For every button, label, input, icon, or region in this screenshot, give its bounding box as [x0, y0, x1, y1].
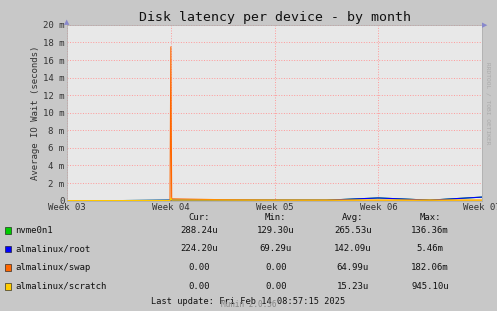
Y-axis label: Average IO Wait (seconds): Average IO Wait (seconds): [31, 45, 40, 180]
Text: nvme0n1: nvme0n1: [15, 226, 53, 235]
Text: 15.23u: 15.23u: [337, 282, 369, 291]
Text: 129.30u: 129.30u: [257, 226, 295, 235]
Text: ▲: ▲: [65, 19, 70, 25]
Text: 288.24u: 288.24u: [180, 226, 218, 235]
Text: 0.00: 0.00: [188, 263, 210, 272]
Text: 0.00: 0.00: [265, 282, 287, 291]
Text: 182.06m: 182.06m: [411, 263, 449, 272]
Text: 69.29u: 69.29u: [260, 244, 292, 253]
Text: ▶: ▶: [482, 22, 488, 28]
Text: RRDTOOL / TOBI OETIKER: RRDTOOL / TOBI OETIKER: [486, 62, 491, 145]
Text: almalinux/swap: almalinux/swap: [15, 263, 90, 272]
Text: 265.53u: 265.53u: [334, 226, 372, 235]
Text: 142.09u: 142.09u: [334, 244, 372, 253]
Text: Avg:: Avg:: [342, 213, 364, 222]
Text: Max:: Max:: [419, 213, 441, 222]
Text: almalinux/scratch: almalinux/scratch: [15, 282, 107, 291]
Title: Disk latency per device - by month: Disk latency per device - by month: [139, 11, 411, 24]
Text: 64.99u: 64.99u: [337, 263, 369, 272]
Text: 136.36m: 136.36m: [411, 226, 449, 235]
Text: almalinux/root: almalinux/root: [15, 244, 90, 253]
Text: 945.10u: 945.10u: [411, 282, 449, 291]
Text: Munin 2.0.56: Munin 2.0.56: [221, 300, 276, 309]
Text: 5.46m: 5.46m: [416, 244, 443, 253]
Text: 224.20u: 224.20u: [180, 244, 218, 253]
Text: 0.00: 0.00: [188, 282, 210, 291]
Text: Last update: Fri Feb 14 08:57:15 2025: Last update: Fri Feb 14 08:57:15 2025: [152, 297, 345, 305]
Text: 0.00: 0.00: [265, 263, 287, 272]
Text: Min:: Min:: [265, 213, 287, 222]
Text: Cur:: Cur:: [188, 213, 210, 222]
